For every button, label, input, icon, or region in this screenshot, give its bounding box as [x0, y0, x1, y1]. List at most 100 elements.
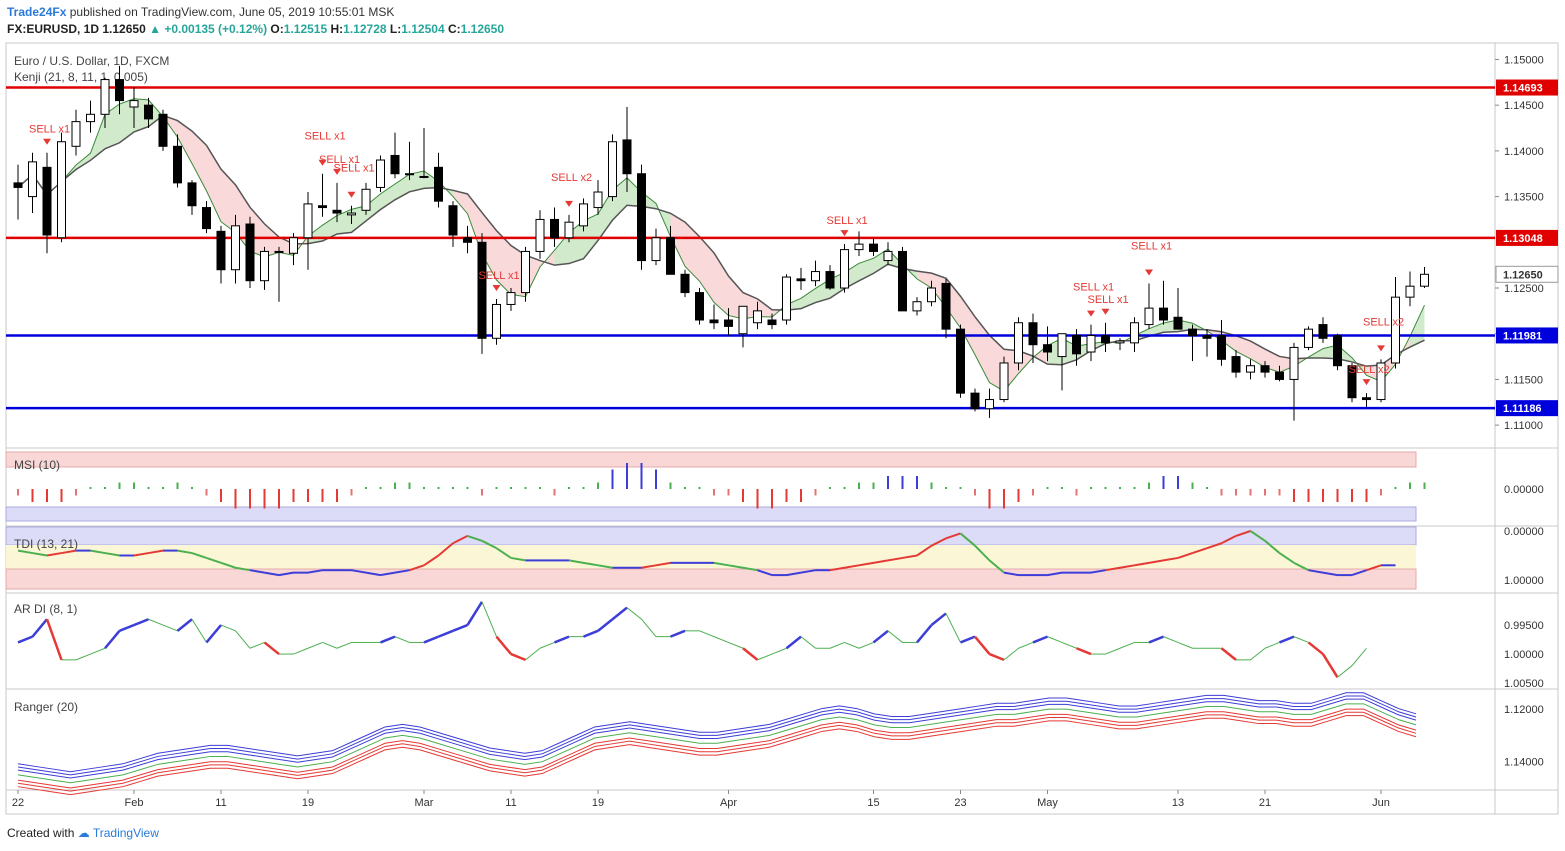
tdi-line-segment — [452, 535, 468, 545]
tdi-line-segment — [394, 569, 410, 574]
candle — [999, 356, 1009, 403]
candle — [289, 233, 298, 266]
time-tick-label: 19 — [592, 797, 604, 809]
ardi-line-segment — [916, 624, 933, 644]
tdi-upper-band — [5, 526, 1417, 546]
sell-arrow-icon — [1145, 269, 1153, 276]
candle-body — [898, 250, 907, 312]
candle — [376, 155, 385, 193]
candle-body — [1159, 307, 1168, 321]
kenji-cloud-segment — [264, 223, 279, 257]
sell-arrow-icon — [1087, 310, 1095, 317]
candle-body — [1275, 371, 1284, 380]
ardi-line-segment — [495, 635, 512, 655]
candle — [521, 246, 530, 302]
tdi-line-segment — [46, 552, 62, 557]
candle — [1260, 361, 1270, 378]
ardi-line-segment — [119, 623, 135, 632]
candle — [854, 231, 864, 257]
ardi-line-segment — [263, 641, 280, 656]
time-tick-label: Jun — [1372, 797, 1390, 809]
sell-arrow-icon — [43, 138, 51, 145]
candle-body — [941, 282, 951, 330]
candle — [782, 274, 791, 325]
candle-body — [840, 249, 849, 289]
candle-body — [1246, 365, 1255, 373]
candle-body — [1101, 335, 1110, 344]
ardi-line-segment — [1163, 636, 1179, 643]
candle — [1086, 324, 1096, 362]
tdi-line-segment — [437, 542, 454, 557]
kenji-cloud-segment — [714, 252, 729, 316]
candle-body — [1289, 346, 1299, 380]
candle — [927, 280, 936, 307]
tdi-line-segment — [844, 564, 860, 569]
candle-body — [57, 141, 66, 239]
ardi-line-segment — [771, 647, 787, 655]
tdi-line-segment — [206, 557, 222, 564]
tdi-line-segment — [1206, 542, 1222, 550]
candle-body — [448, 205, 458, 236]
tdi-line-segment — [133, 552, 149, 557]
tdi-line-segment — [959, 532, 976, 547]
ardi-tick-label: 1.00000 — [1504, 649, 1544, 661]
price-tick-label: 1.13500 — [1504, 192, 1544, 204]
ardi-line-segment — [757, 653, 773, 661]
ardi-line-segment — [960, 635, 976, 644]
tdi-line-segment — [655, 561, 671, 567]
candle — [767, 313, 777, 330]
ardi-line-segment — [930, 612, 947, 627]
change-value: +0.00135 (+0.12%) — [164, 22, 268, 36]
candle — [1304, 326, 1313, 351]
ardi-line-segment — [1351, 647, 1367, 666]
candle-body — [811, 271, 820, 282]
tdi-line-segment — [90, 549, 106, 555]
ardi-line-segment — [510, 652, 526, 662]
candle-body — [999, 362, 1009, 401]
ranger-line — [17, 698, 1417, 779]
price-tag-label: 1.13048 — [1503, 233, 1543, 245]
candle-body — [86, 113, 95, 123]
ranger-tick-label: 1.14000 — [1504, 757, 1544, 769]
msi-lower-band — [5, 506, 1417, 522]
publisher-name[interactable]: Trade24Fx — [7, 5, 67, 19]
tdi-line-segment — [1148, 559, 1164, 564]
candle-body — [753, 310, 762, 324]
price-tick-label: 1.11500 — [1504, 374, 1543, 386]
candle — [1362, 393, 1371, 407]
ardi-line-segment — [249, 641, 265, 649]
tdi-line-segment — [1235, 530, 1251, 537]
candle — [956, 324, 965, 398]
tdi-line-segment — [1221, 535, 1237, 545]
candle — [28, 152, 37, 214]
candle — [1420, 266, 1429, 289]
kenji-cloud-segment — [685, 222, 700, 282]
tdi-line-segment — [728, 564, 744, 569]
candle — [724, 308, 733, 336]
candle — [361, 182, 371, 215]
ardi-line-segment — [611, 606, 628, 621]
candle — [1173, 288, 1183, 330]
candle-body — [477, 241, 487, 339]
tdi-line-segment — [1366, 564, 1382, 572]
tdi-line-segment — [235, 566, 251, 572]
ardi-line-segment — [858, 641, 874, 649]
tradingview-brand[interactable]: TradingView — [92, 826, 159, 840]
ranger-line — [17, 703, 1417, 784]
tdi-line-segment — [220, 561, 236, 569]
candle — [593, 180, 603, 215]
ardi-line-segment — [713, 636, 729, 643]
ardi-line-segment — [554, 635, 570, 644]
candle-body — [738, 305, 748, 335]
last-close: 1.12650 — [102, 22, 146, 36]
kenji-cloud-segment — [192, 131, 207, 191]
ardi-line-segment — [31, 618, 48, 638]
tdi-line-segment — [1119, 564, 1135, 569]
ardi-line-segment — [162, 624, 178, 632]
candle — [1144, 283, 1154, 330]
sell-arrow-icon — [492, 284, 501, 291]
tdi-line-segment — [1264, 540, 1281, 554]
candle-body — [622, 139, 632, 175]
ardi-line-segment — [423, 635, 439, 644]
